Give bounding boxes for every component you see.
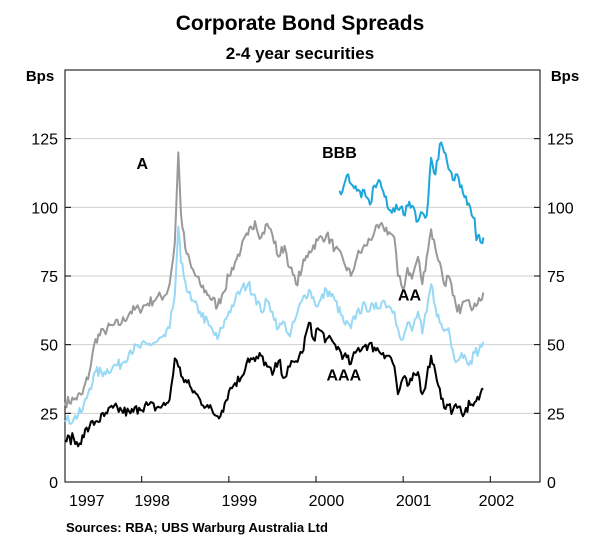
y-tick-label-left: 75 <box>40 269 58 286</box>
y-tick-label-left: 25 <box>40 406 58 423</box>
series-line-a <box>64 151 485 409</box>
series-label-bbb: BBB <box>322 145 357 162</box>
x-tick-label-2001: 2001 <box>396 493 432 510</box>
gridlines <box>65 138 540 414</box>
y-tick-label-left: 0 <box>49 475 58 492</box>
chart-subtitle: 2-4 year securities <box>226 44 374 63</box>
chart-title: Corporate Bond Spreads <box>176 12 425 35</box>
series-line-bbb <box>338 141 485 245</box>
y-tick-label-left: 125 <box>31 132 58 149</box>
x-tick-label-2000: 2000 <box>309 493 345 510</box>
y-tick-label-right: 125 <box>547 132 574 149</box>
y-tick-label-left: 50 <box>40 338 58 355</box>
y-tick-label-right: 50 <box>547 338 565 355</box>
x-tick-label-1997: 1997 <box>69 493 105 510</box>
y-tick-label-right: 0 <box>547 475 556 492</box>
y-tick-label-right: 75 <box>547 269 565 286</box>
y-tick-label-right: 100 <box>547 200 574 217</box>
series-label-aaa: AAA <box>326 367 361 384</box>
y-tick-label-right: 25 <box>547 406 565 423</box>
source-note: Sources: RBA; UBS Warburg Australia Ltd <box>66 520 328 535</box>
y-tick-label-left: 100 <box>31 200 58 217</box>
series-lines <box>64 141 485 448</box>
series-line-aa <box>64 225 485 425</box>
x-tick-label-1998: 1998 <box>134 493 170 510</box>
series-label-aa: AA <box>398 288 422 305</box>
series-label-a: A <box>136 156 148 173</box>
left-axis-unit: Bps <box>26 68 54 85</box>
x-tick-label-1999: 1999 <box>222 493 258 510</box>
series-line-aaa <box>64 321 484 448</box>
right-axis-unit: Bps <box>551 68 579 85</box>
x-tick-label-2002: 2002 <box>479 493 515 510</box>
axis-ticks: 0 0 25 25 50 50 75 75 100 100 125 125 1997 1998 1999 20… <box>31 132 574 510</box>
